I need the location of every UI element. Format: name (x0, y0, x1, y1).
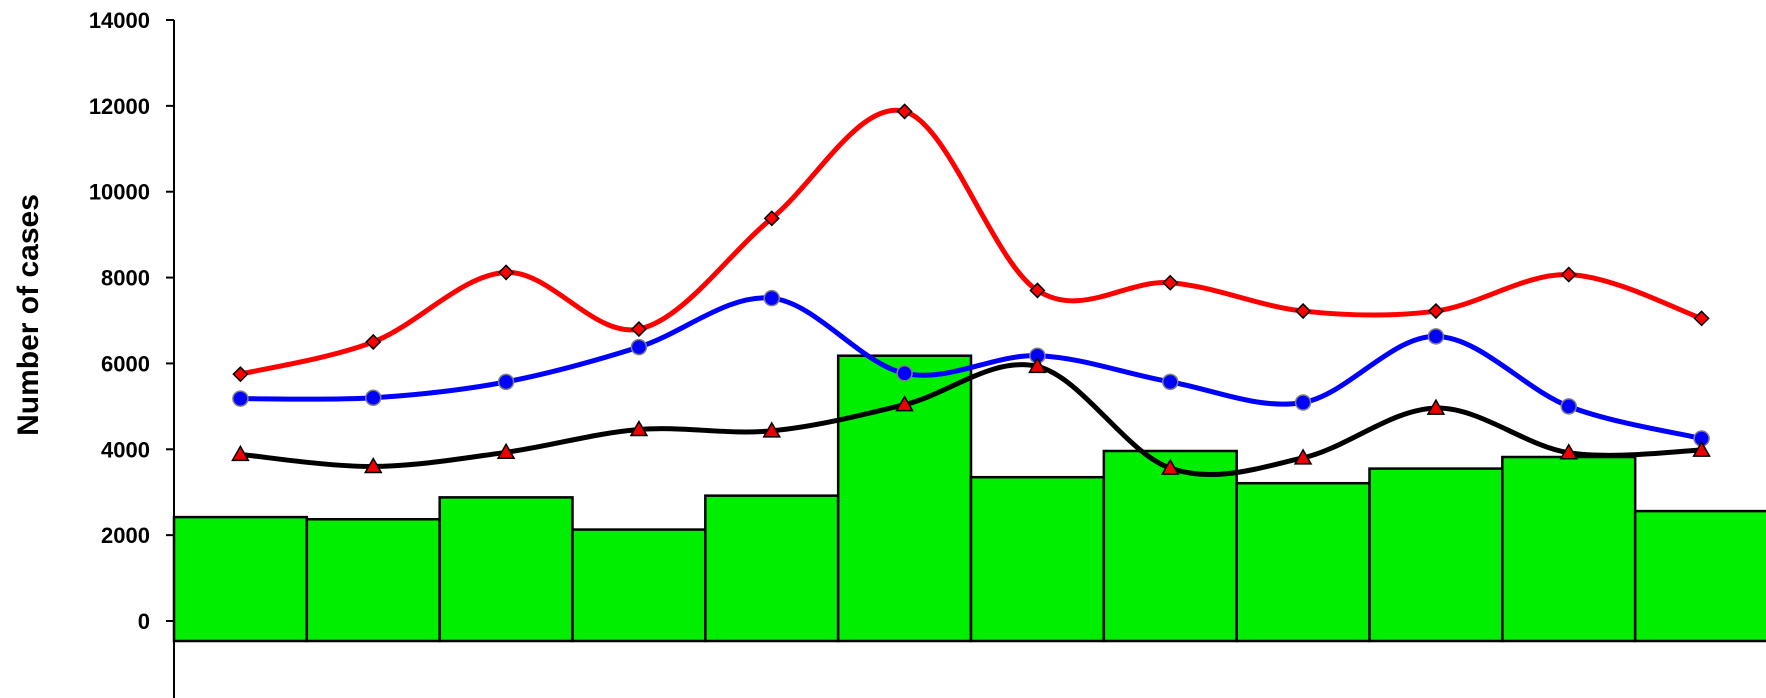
circle-marker (896, 365, 913, 382)
diamond-marker (232, 366, 249, 383)
diamond-marker (763, 210, 780, 227)
bar (438, 496, 574, 643)
circle-marker (1560, 398, 1577, 415)
triangle-marker (363, 456, 383, 474)
y-tick-label: 14000 (89, 8, 150, 33)
bar (1501, 455, 1637, 643)
diamond-marker (1029, 282, 1046, 299)
bar (172, 515, 309, 643)
markers-layer (231, 103, 1711, 475)
y-tick-label: 6000 (101, 351, 150, 376)
diamond-marker (365, 333, 382, 351)
bars-layer (172, 354, 1766, 643)
diamond-marker (896, 103, 913, 120)
bar (1368, 467, 1504, 643)
triangle-marker (1293, 448, 1313, 465)
y-tick-label: 2000 (101, 523, 150, 548)
diamond-marker (1693, 310, 1710, 327)
bar (305, 518, 441, 643)
circle-marker (630, 338, 648, 356)
bar (969, 475, 1106, 643)
diamond-marker (1295, 302, 1312, 320)
y-tick-label: 4000 (101, 437, 150, 462)
triangle-marker (1426, 398, 1446, 415)
y-tick-label: 8000 (101, 266, 150, 291)
circle-marker (497, 373, 515, 391)
diamond-marker (1560, 266, 1577, 283)
y-tick-label: 12000 (89, 94, 150, 119)
diamond-marker (630, 321, 647, 338)
series-line (237, 107, 1705, 377)
triangle-marker (629, 420, 649, 437)
diamond-marker (1162, 274, 1179, 291)
circle-marker (1162, 373, 1179, 391)
y-axis-title: Number of cases (12, 194, 45, 436)
triangle-marker (895, 395, 914, 412)
triangle-marker (1559, 443, 1579, 460)
circle-marker (1294, 394, 1312, 411)
triangle-marker (231, 444, 250, 462)
triangle-marker (762, 421, 782, 438)
diamond-marker (1427, 302, 1444, 320)
bar (571, 528, 707, 643)
circle-marker (365, 389, 382, 407)
triangle-marker (496, 442, 516, 460)
triangle-marker (1692, 440, 1711, 457)
bar (1235, 481, 1371, 643)
y-tick-label: 10000 (89, 180, 150, 205)
triangle-marker (1160, 458, 1180, 475)
bar (1633, 509, 1766, 643)
bar (1102, 449, 1238, 643)
diamond-marker (498, 264, 515, 281)
circle-marker (1427, 328, 1445, 345)
circle-marker (232, 390, 249, 407)
y-tick-label: 0 (138, 609, 150, 634)
bar (704, 494, 840, 643)
triangle-marker (1028, 356, 1047, 374)
y-axis: 0 2000 4000 6000 8000 10000 12000 14000 (89, 8, 175, 698)
circle-marker (763, 289, 780, 307)
